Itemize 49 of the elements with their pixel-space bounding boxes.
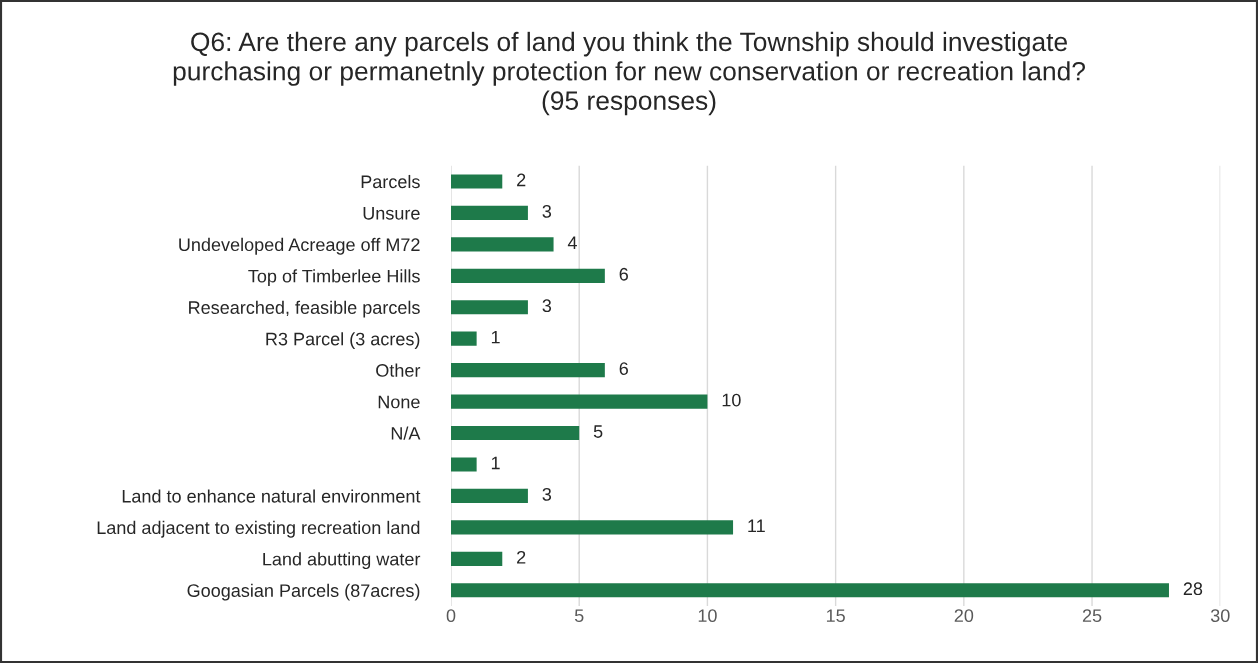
data-label: 4: [567, 236, 577, 250]
y-tick-label: R3 Parcel (3 acres): [266, 332, 420, 349]
data-label: 10: [722, 393, 741, 407]
x-tick-label: 0: [446, 609, 456, 623]
y-tick-label: Other: [376, 363, 421, 377]
y-tick-label: Top of Timberlee Hills: [248, 269, 420, 287]
y-tick-label: Unsure: [363, 207, 420, 220]
y-tick-label: Parcels: [361, 174, 420, 189]
data-label: 3: [542, 487, 552, 501]
x-tick-label: 30: [1210, 609, 1230, 623]
x-tick-label: 25: [1082, 609, 1102, 623]
bar: [450, 425, 580, 441]
y-tick-label: Googasian Parcels (87acres): [187, 583, 420, 601]
bar: [450, 551, 503, 566]
bar: [450, 174, 503, 189]
data-label: 11: [748, 519, 765, 533]
y-tick-label: Land abutting water: [263, 552, 421, 570]
x-tick-label: 5: [574, 609, 584, 623]
data-label: 3: [542, 299, 552, 313]
data-label: 6: [619, 362, 628, 375]
x-tick-label: 15: [826, 609, 845, 623]
data-label: 1: [491, 456, 500, 470]
data-label: 1: [491, 330, 500, 344]
data-label: 6: [619, 267, 628, 281]
data-label: 2: [517, 173, 526, 187]
bar: [450, 300, 528, 315]
data-label: 5: [593, 425, 603, 438]
bar: [450, 394, 708, 409]
bar: [450, 268, 605, 283]
data-label: 28: [1183, 582, 1203, 596]
bar: [450, 520, 734, 535]
bar: [450, 457, 477, 472]
x-tick-label: 10: [698, 609, 717, 623]
y-tick-label: Undeveloped Acreage off M72: [179, 237, 420, 255]
bar: [450, 331, 477, 346]
data-label: 2: [517, 550, 526, 564]
chart-title: Q6: Are there any parcels of land you think the Township should investigate purchasing or permanetnly protection for new conservation or recreation land? (95 responses): [173, 31, 1085, 116]
bar: [450, 363, 605, 378]
bar: [450, 237, 554, 252]
y-tick-label: N/A: [391, 426, 421, 440]
y-tick-label: Researched, feasible parcels: [189, 300, 420, 318]
bar: [450, 583, 1169, 598]
y-tick-label: None: [378, 395, 420, 409]
y-tick-label: Land to enhance natural environment: [122, 489, 421, 503]
bar: [450, 205, 528, 220]
bar: [450, 488, 528, 503]
x-tick-label: 20: [954, 609, 974, 623]
y-tick-label: Land adjacent to existing recreation land: [97, 520, 420, 538]
data-label: 3: [542, 204, 552, 218]
